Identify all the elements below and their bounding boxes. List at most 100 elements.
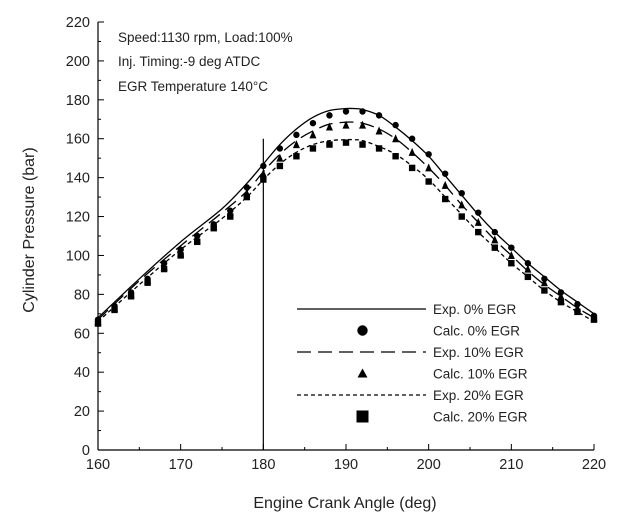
data-point — [276, 162, 284, 170]
series-calc-20-egr — [94, 139, 598, 327]
y-tick-label: 140 — [66, 171, 90, 187]
data-point — [458, 200, 466, 209]
y-tick-label: 40 — [74, 365, 90, 381]
y-axis: 0 20 40 60 80 100 120 140 160 180 200 220 — [66, 15, 104, 459]
y-tick-label: 20 — [74, 404, 90, 420]
y-tick-label: 80 — [74, 287, 90, 303]
legend-label: Exp. 20% EGR — [433, 388, 524, 403]
y-tick-label: 100 — [66, 248, 90, 264]
series-calc-10-egr — [94, 120, 598, 326]
x-tick-label: 220 — [582, 457, 606, 473]
legend-item: Exp. 20% EGR — [297, 388, 524, 403]
legend-label: Exp. 0% EGR — [433, 302, 517, 317]
data-point — [458, 190, 465, 197]
data-point — [309, 130, 317, 139]
series-exp-10-egr — [97, 121, 595, 321]
x-tick-label: 210 — [499, 457, 523, 473]
legend-marker — [357, 368, 368, 378]
data-point — [160, 265, 168, 273]
legend-marker — [357, 325, 368, 336]
data-point — [177, 252, 184, 259]
legend-item: Calc. 20% EGR — [356, 410, 528, 425]
data-point — [359, 141, 366, 148]
data-point — [458, 213, 465, 220]
data-point — [491, 244, 498, 251]
legend: Exp. 0% EGR Calc. 0% EGR Exp. 10% EGR Calc.… — [297, 302, 528, 425]
data-point — [441, 180, 449, 189]
data-point — [408, 147, 416, 156]
data-point — [293, 153, 300, 160]
y-tick-label: 180 — [66, 93, 90, 109]
data-point — [475, 228, 482, 236]
data-point — [292, 140, 300, 149]
data-point — [491, 235, 499, 244]
data-point — [442, 170, 449, 177]
x-axis-title: Engine Crank Angle (deg) — [253, 495, 436, 512]
legend-label: Calc. 0% EGR — [433, 324, 520, 339]
legend-label: Calc. 20% EGR — [433, 410, 528, 425]
annotation-speed-load: Speed:1130 rpm, Load:100% — [118, 30, 293, 45]
data-point — [524, 264, 532, 273]
data-point — [309, 119, 317, 127]
data-point — [408, 164, 416, 172]
data-point — [425, 151, 432, 158]
data-point — [507, 250, 515, 259]
y-tick-label: 60 — [74, 326, 90, 342]
legend-label: Calc. 10% EGR — [433, 367, 528, 382]
series-line — [97, 121, 595, 321]
data-point — [474, 217, 482, 226]
data-point — [508, 260, 515, 267]
y-tick-label: 0 — [82, 443, 90, 459]
x-tick-label: 160 — [86, 457, 110, 473]
legend-item: Exp. 10% EGR — [297, 345, 524, 360]
series-exp-20-egr — [97, 138, 595, 323]
x-tick-label: 190 — [334, 457, 358, 473]
y-tick-label: 200 — [66, 54, 90, 70]
data-point — [309, 145, 317, 152]
data-point — [541, 287, 548, 294]
data-point — [359, 120, 367, 129]
data-point — [392, 153, 399, 160]
x-tick-label: 180 — [251, 457, 275, 473]
data-point — [260, 162, 267, 170]
legend-label: Exp. 10% EGR — [433, 345, 524, 360]
legend-item: Exp. 0% EGR — [297, 302, 517, 317]
data-point — [326, 112, 333, 119]
x-tick-label: 170 — [169, 457, 193, 473]
data-point — [425, 163, 433, 172]
data-point — [359, 108, 366, 115]
data-point — [557, 291, 565, 300]
data-point — [392, 134, 400, 143]
data-point — [259, 169, 267, 178]
data-point — [375, 126, 383, 135]
y-tick-label: 220 — [66, 15, 90, 31]
data-point — [342, 120, 350, 129]
data-point — [293, 131, 300, 139]
legend-item: Calc. 10% EGR — [357, 367, 528, 382]
series-line — [97, 138, 595, 323]
data-point — [408, 135, 416, 142]
data-point — [524, 260, 532, 267]
data-point — [326, 141, 333, 148]
data-point — [508, 244, 515, 251]
data-point — [94, 320, 102, 327]
data-point — [194, 238, 201, 246]
y-axis-title: Cylinder Pressure (bar) — [21, 147, 38, 312]
annotation-injection-timing: Inj. Timing:-9 deg ATDC — [118, 54, 261, 69]
legend-item: Calc. 0% EGR — [357, 324, 520, 339]
y-tick-label: 120 — [66, 210, 90, 226]
data-point — [540, 278, 548, 287]
data-point — [342, 108, 350, 115]
data-point — [227, 213, 234, 220]
data-point — [243, 193, 250, 201]
data-point — [325, 122, 333, 131]
data-point — [276, 153, 284, 162]
data-point — [590, 316, 598, 323]
data-point — [276, 145, 284, 152]
data-point — [375, 112, 383, 119]
data-point — [210, 225, 217, 232]
x-tick-label: 200 — [417, 457, 441, 473]
annotation-egr-temperature: EGR Temperature 140°C — [118, 79, 268, 94]
annotation-block: Speed:1130 rpm, Load:100% Inj. Timing:-9… — [118, 30, 293, 94]
data-point — [574, 308, 581, 316]
